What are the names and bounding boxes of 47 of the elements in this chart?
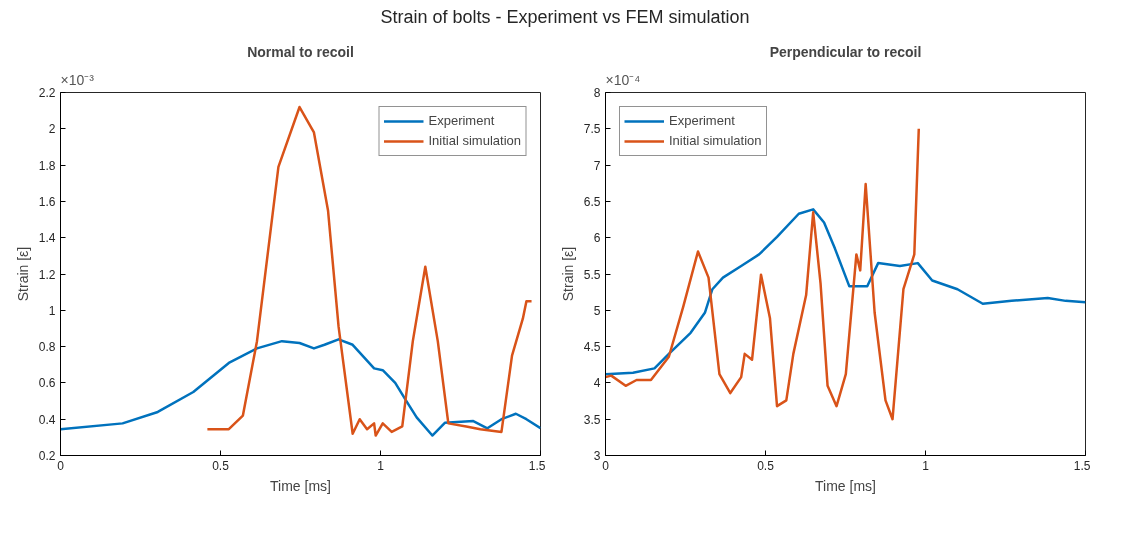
y-tick-label: 3.5: [583, 412, 601, 427]
y-tick-label: 1.6: [38, 194, 56, 209]
x-tick-label: 0: [57, 458, 65, 473]
y-tick-label: 6: [593, 230, 601, 245]
x-axis-title: Time [ms]: [815, 477, 876, 494]
x-tick-label: 0.5: [757, 458, 775, 473]
chart-title: Perpendicular to recoil: [769, 43, 922, 60]
y-tick-label: 1.2: [38, 267, 56, 282]
y-axis-title: Strain [ε]: [559, 246, 576, 301]
legend-label: Experiment: [428, 112, 495, 129]
y-tick-label: 7.5: [583, 122, 601, 136]
line-series: [605, 127, 921, 421]
y-tick-label: 5.5: [583, 267, 601, 282]
y-tick-label: 4: [593, 376, 601, 391]
legend-label: Initial simulation: [669, 132, 762, 149]
y-tick-label: 5: [593, 303, 601, 318]
line-series: [60, 337, 541, 437]
text: ×10⁻⁴: [605, 71, 641, 88]
y-tick-label: 1.4: [38, 230, 56, 245]
y-tick-label: 0.2: [38, 448, 56, 463]
x-tick-label: 1: [922, 458, 930, 473]
y-tick-label: 1: [48, 303, 56, 318]
x-tick-label: 0: [602, 458, 610, 473]
y-tick-label: 3: [593, 448, 601, 463]
y-tick-label: 0.4: [38, 412, 56, 427]
chart-title: Normal to recoil: [247, 43, 354, 60]
y-tick-label: 4.5: [583, 339, 601, 354]
y-tick-label: 1.8: [38, 158, 56, 173]
line-series: [206, 105, 533, 437]
y-tick-label: 2: [48, 122, 56, 136]
x-tick-label: 1.5: [528, 458, 546, 473]
y-tick-label: 8: [593, 85, 601, 100]
y-tick-label: 7: [593, 158, 601, 173]
x-tick-label: 1.5: [1073, 458, 1091, 473]
legend-label: Experiment: [669, 112, 735, 129]
y-tick-label: 0.6: [38, 376, 56, 391]
y-axis-title: Strain [ε]: [14, 246, 31, 301]
y-tick-label: 6.5: [583, 194, 601, 209]
y-tick-label: 2.2: [38, 85, 56, 100]
line-series: [605, 207, 1086, 376]
x-axis-title: Time [ms]: [270, 477, 331, 494]
legend-label: Initial simulation: [428, 132, 521, 149]
text: Strain of bolts - Experiment vs FEM simulation: [380, 6, 750, 29]
x-tick-label: 1: [377, 458, 385, 473]
text: ×10⁻³: [60, 71, 95, 88]
x-tick-label: 0.5: [212, 458, 230, 473]
y-tick-label: 0.8: [38, 339, 56, 354]
